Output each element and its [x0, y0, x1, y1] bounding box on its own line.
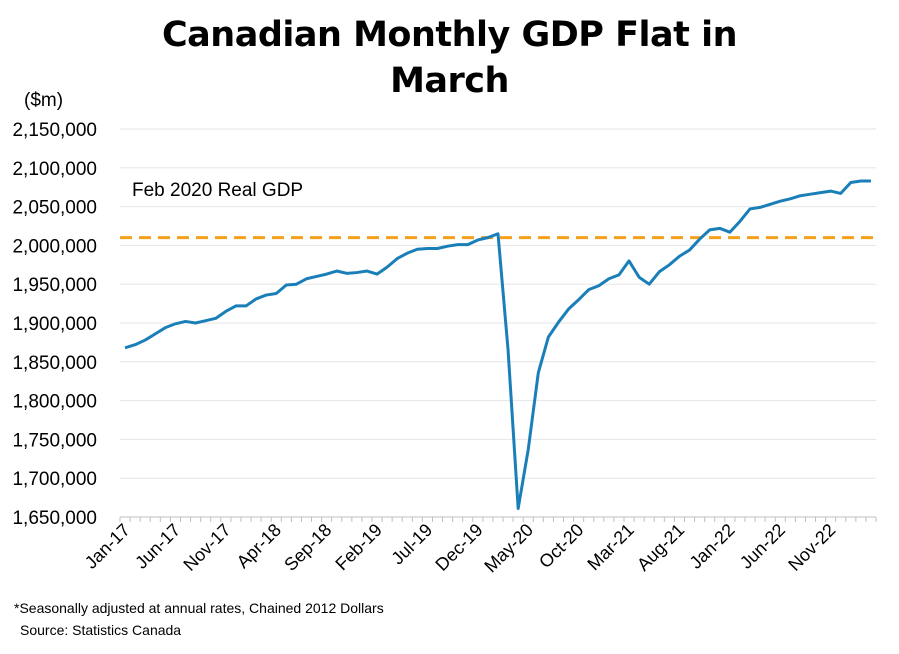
x-tick-label: Sep-18 — [280, 520, 335, 575]
x-tick-label: Jan-22 — [686, 520, 739, 573]
x-tick-label: Jul-19 — [387, 520, 436, 569]
x-tick-label: Oct-20 — [535, 520, 587, 572]
reference-line-label: Feb 2020 Real GDP — [132, 180, 303, 201]
y-tick-label: 2,000,000 — [12, 236, 97, 257]
x-tick-label: Jun-22 — [736, 520, 789, 573]
footnote-source: Source: Statistics Canada — [20, 622, 182, 638]
footnote-seasonal: *Seasonally adjusted at annual rates, Ch… — [14, 600, 384, 616]
y-tick-label: 1,850,000 — [12, 353, 97, 374]
y-tick-label: 2,150,000 — [12, 120, 97, 141]
x-tick-label: Aug-21 — [633, 520, 688, 575]
y-tick-label: 1,750,000 — [12, 430, 97, 451]
x-axis-tickmarks — [119, 517, 877, 522]
y-tick-label: 1,800,000 — [12, 392, 97, 413]
x-tick-label: Apr-18 — [233, 520, 285, 572]
chart-title: Canadian Monthly GDP Flat in March — [0, 12, 899, 104]
x-tick-label: May-20 — [480, 520, 537, 577]
x-tick-label: Feb-19 — [331, 520, 385, 574]
y-axis-ticks: 1,650,000 1,700,000 1,750,000 1,800,000 1,85… — [12, 120, 97, 529]
series-line-gdp — [124, 179, 871, 510]
y-tick-label: 1,900,000 — [12, 314, 97, 335]
y-tick-label: 2,100,000 — [12, 159, 97, 180]
y-tick-label: 1,650,000 — [12, 508, 97, 529]
x-tick-label: Nov-22 — [784, 520, 839, 575]
y-tick-label: 1,950,000 — [12, 275, 97, 296]
y-tick-label: 2,050,000 — [12, 198, 97, 219]
x-tick-label: Dec-19 — [431, 520, 486, 575]
chart-title-line-2: March — [390, 61, 509, 101]
chart-title-line-1: Canadian Monthly GDP Flat in — [161, 15, 738, 55]
x-tick-label: Mar-21 — [583, 520, 637, 574]
y-axis-label: ($m) — [24, 90, 63, 111]
x-tick-label: Nov-17 — [179, 520, 234, 575]
y-tick-label: 1,700,000 — [12, 469, 97, 490]
x-tick-label: Jun-17 — [131, 520, 184, 573]
